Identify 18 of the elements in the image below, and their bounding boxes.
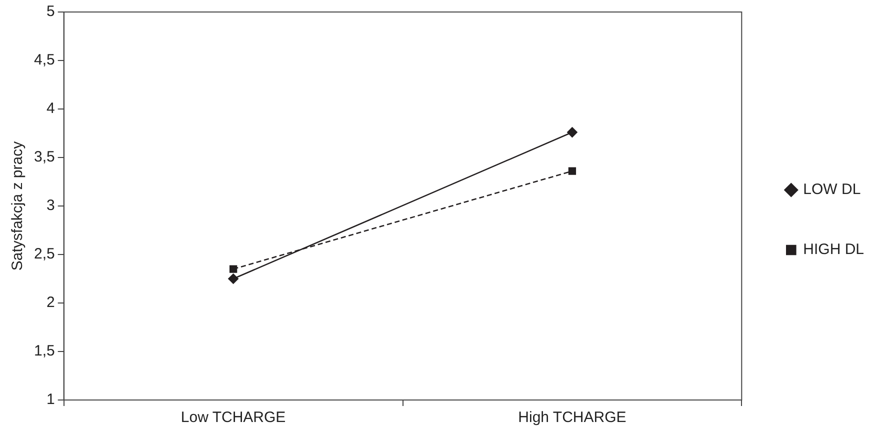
point (568, 167, 576, 175)
point (229, 265, 238, 273)
y-tick-label: 5 (46, 3, 55, 20)
y-tick-label: 1,5 (34, 342, 55, 360)
y-axis-title: Satysfakcja z pracy (9, 140, 26, 271)
y-tick-label: 3 (46, 197, 55, 214)
x-tick-label: High TCHARGE (518, 409, 626, 426)
y-tick-label: 2,5 (34, 246, 55, 263)
legend-label: HIGH DL (803, 241, 864, 258)
y-tick-label: 3,5 (34, 148, 55, 166)
x-tick-label: Low TCHARGE (180, 409, 286, 426)
y-tick-label: 4 (46, 100, 55, 118)
legend-label: LOW DL (803, 181, 861, 198)
y-tick-label: 2 (46, 294, 55, 312)
point (228, 274, 238, 284)
y-tick-label: 1 (46, 391, 55, 408)
point (567, 127, 578, 138)
y-tick-label: 4,5 (34, 52, 55, 69)
